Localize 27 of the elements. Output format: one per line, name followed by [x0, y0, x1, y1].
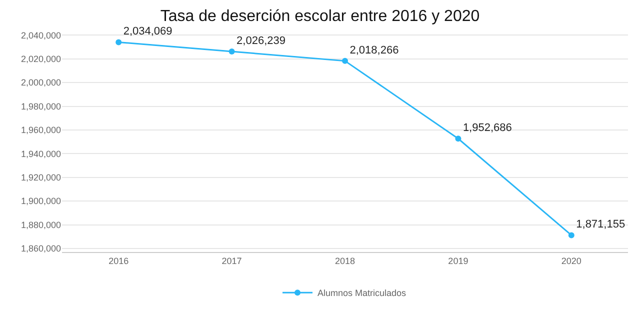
y-tick-label: 1,940,000: [20, 148, 61, 159]
data-label: 1,952,686: [462, 122, 512, 134]
data-label: 1,871,155: [576, 218, 626, 231]
x-tick-label: 2016: [108, 256, 129, 266]
data-label: 2,018,266: [350, 44, 399, 56]
x-tick-label: 2017: [222, 256, 242, 266]
y-tick-label: 1,980,000: [20, 101, 61, 112]
point: [116, 39, 122, 46]
data-label: 2,026,239: [236, 34, 286, 47]
data-label: 2,034,069: [123, 26, 172, 38]
y-tick-label: 1,860,000: [20, 244, 61, 254]
point: [228, 48, 235, 54]
x-tick-label: 2020: [561, 256, 582, 266]
x-tick-label: 2018: [334, 256, 356, 266]
y-tick-label: 1,900,000: [20, 196, 61, 206]
y-tick-label: 1,880,000: [20, 220, 61, 230]
legend-label: Alumnos Matriculados: [318, 288, 407, 298]
point: [455, 136, 462, 142]
y-tick-label: 1,920,000: [20, 172, 61, 183]
chart-title: Tasa de deserción escolar entre 2016 y 2020: [160, 8, 480, 25]
y-tick-label: 2,040,000: [20, 30, 61, 40]
y-tick-label: 1,960,000: [20, 125, 61, 136]
y-tick-label: 2,000,000: [20, 78, 61, 88]
x-tick-label: 2019: [448, 256, 468, 266]
point: [568, 232, 574, 238]
y-tick-label: 2,020,000: [20, 54, 61, 64]
point: [342, 58, 348, 64]
